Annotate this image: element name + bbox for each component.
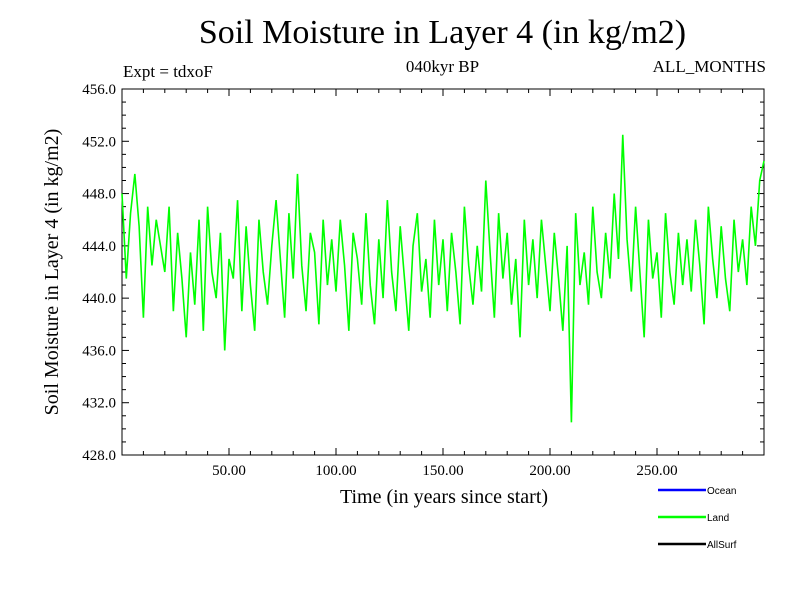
x-tick-label: 200.00: [529, 463, 570, 479]
y-tick-label: 444.0: [82, 239, 116, 255]
x-tick-label: 250.00: [636, 463, 677, 479]
x-tick-label: 100.00: [315, 463, 356, 479]
y-tick-label: 448.0: [82, 187, 116, 203]
series-line-land: [121, 134, 765, 423]
experiment-label: Expt = tdxoF: [123, 62, 213, 81]
y-tick-label: 428.0: [82, 448, 116, 464]
y-axis-ticks: 428.0 432.0 436.0 440.0 444.0 448.0 452.0 456.0: [82, 82, 764, 464]
y-tick-label: 452.0: [82, 134, 116, 150]
x-axis-title: Time (in years since start): [340, 486, 548, 508]
chart-subtitle: 040kyr BP: [405, 57, 480, 76]
y-tick-label: 436.0: [82, 343, 116, 359]
y-tick-label: 440.0: [82, 291, 116, 307]
y-tick-label: 456.0: [82, 82, 116, 98]
legend: Ocean Land AllSurf: [658, 486, 737, 551]
legend-label-land: Land: [707, 513, 729, 524]
chart-title: Soil Moisture in Layer 4 (in kg/m2): [198, 14, 687, 51]
legend-label-allsurf: AllSurf: [707, 540, 737, 551]
y-tick-label: 432.0: [82, 396, 116, 412]
x-axis-ticks: 50.00 100.00 150.00 200.00 250.00: [142, 89, 744, 479]
y-axis-title: Soil Moisture in Layer 4 (in kg/m2): [41, 129, 63, 416]
x-tick-label: 150.00: [422, 463, 463, 479]
months-label: ALL_MONTHS: [652, 57, 766, 76]
x-tick-label: 50.00: [212, 463, 246, 479]
legend-label-ocean: Ocean: [707, 486, 736, 497]
